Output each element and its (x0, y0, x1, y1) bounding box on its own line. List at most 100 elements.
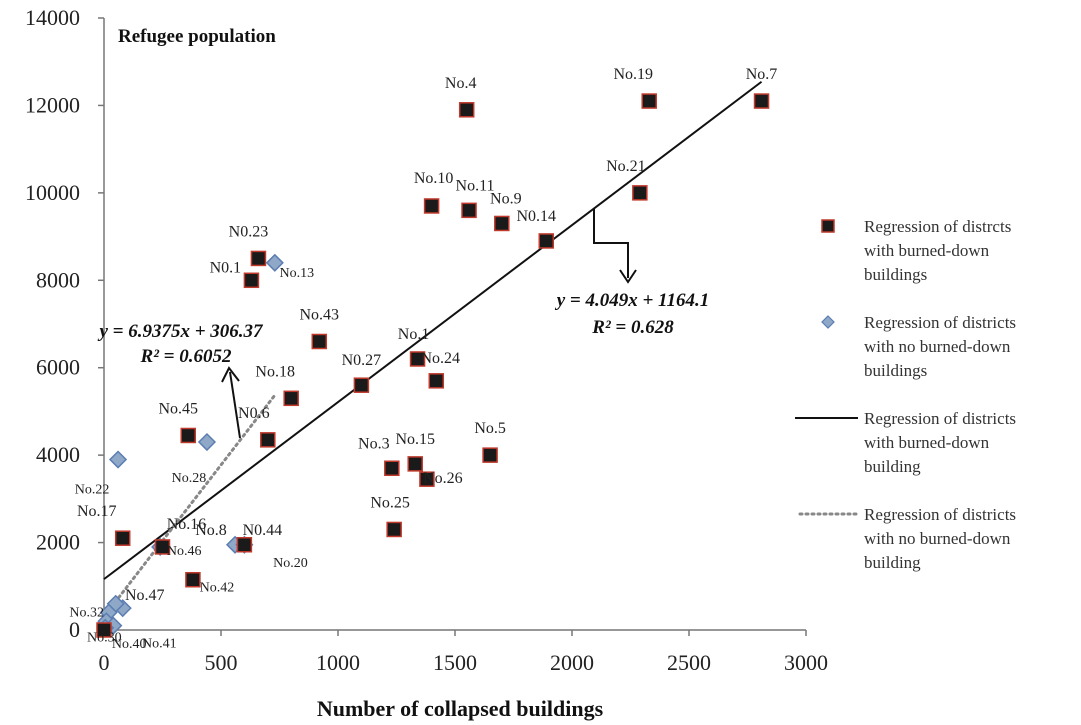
y-tick-label: 0 (69, 617, 80, 642)
point-label: No.43 (299, 306, 339, 323)
x-axis-title: Number of collapsed buildings (317, 696, 604, 721)
legend-text-line: Regression of distrcts (864, 217, 1011, 236)
square-marker (384, 460, 400, 477)
x-tick-label: 500 (205, 650, 238, 675)
square-marker (243, 272, 260, 289)
point-label: No.4 (445, 75, 477, 92)
x-tick-label: 2500 (667, 650, 711, 675)
point-label: No.28 (172, 471, 207, 486)
legend-text-line: buildings (864, 361, 927, 380)
arrow-no-burned (229, 371, 241, 439)
r2-burned: R² = 0.628 (591, 317, 674, 338)
tick-labels: 0 2000 4000 6000 8000 10000 12000 14000 0 500 1000… (25, 5, 828, 675)
square-marker (185, 571, 201, 588)
point-label: No.8 (195, 522, 227, 539)
legend-text-line: building (864, 553, 921, 572)
legend-text-line: Regression of districts (864, 313, 1016, 332)
x-tick-label: 1500 (433, 650, 477, 675)
arrow-burned (593, 208, 629, 278)
point-label: N0.1 (210, 259, 242, 276)
legend-text-line: Regression of districts (864, 409, 1016, 428)
point-label: No.46 (167, 544, 202, 559)
legend-text-line: with no burned-down (864, 337, 1011, 356)
square-marker (753, 93, 770, 109)
point-label: No.1 (398, 326, 430, 343)
point-label: N0.14 (516, 208, 556, 225)
point-label: No.11 (456, 177, 495, 194)
point-label: No.47 (125, 587, 165, 604)
y-tick-label: 8000 (36, 267, 80, 292)
point-label: N0.27 (342, 352, 382, 369)
y-axis-title: Refugee population (118, 26, 276, 47)
square-marker (96, 622, 112, 638)
y-tick-label: 10000 (25, 180, 80, 205)
point-label: N0.6 (238, 405, 270, 422)
legend-text-line: Regression of districts (864, 505, 1016, 524)
square-marker (494, 215, 510, 232)
point-label: No.30 (87, 630, 122, 645)
regression-line-burned (103, 80, 763, 580)
legend: Regression of distrcts with burned-down bu… (795, 217, 1016, 572)
x-tick-label: 2000 (550, 650, 594, 675)
legend-diamond-marker (821, 315, 835, 329)
point-label: No.15 (395, 431, 435, 448)
point-label: No.18 (255, 363, 295, 380)
square-marker (423, 198, 440, 214)
point-label: No.13 (280, 266, 315, 281)
equation-burned: y = 4.049x + 1164.1 (555, 290, 710, 311)
square-marker (283, 390, 299, 407)
diamond-marker (197, 432, 217, 452)
point-label: No.7 (746, 66, 778, 83)
square-marker (236, 537, 253, 553)
point-label: No.25 (370, 494, 410, 511)
square-marker (260, 432, 276, 448)
legend-text-line: with burned-down (864, 241, 990, 260)
diamond-marker (108, 450, 128, 469)
square-marker (180, 427, 196, 444)
square-marker (386, 521, 402, 538)
square-marker (641, 93, 657, 109)
square-marker (407, 456, 423, 472)
square-marker (409, 351, 426, 367)
square-marker (632, 185, 648, 201)
x-tick-label: 1000 (316, 650, 360, 675)
legend-text-line: buildings (864, 265, 927, 284)
point-label: No.42 (200, 581, 235, 596)
point-label: No.40 (112, 637, 147, 652)
legend-text-line: with no burned-down (864, 529, 1011, 548)
point-label: No.24 (420, 350, 460, 367)
regression-line-no-burned (102, 393, 277, 619)
point-label: N0.44 (243, 522, 283, 539)
point-label: No.19 (613, 66, 653, 83)
x-tick-label: 0 (99, 650, 110, 675)
diamond-marker (265, 253, 284, 272)
equation-no-burned: y = 6.9375x + 306.37 (97, 321, 264, 342)
point-label: No.9 (490, 190, 522, 207)
legend-text-line: building (864, 457, 921, 476)
arrowhead-burned (619, 269, 637, 284)
square-marker (419, 471, 435, 487)
point-label: No.26 (423, 470, 463, 487)
point-label: No.3 (358, 435, 390, 452)
square-marker (114, 530, 131, 546)
square-marker (428, 373, 445, 389)
y-tick-label: 2000 (36, 530, 80, 555)
square-marker (461, 202, 477, 219)
point-label: No.45 (158, 400, 198, 417)
y-tick-label: 4000 (36, 442, 80, 467)
point-label: No.5 (474, 420, 506, 437)
point-label: No.20 (273, 556, 308, 571)
point-label: No.32 (69, 606, 104, 621)
point-label: N0.23 (229, 223, 269, 240)
point-label: No.17 (77, 503, 117, 520)
square-marker (458, 102, 475, 118)
square-marker (353, 377, 370, 393)
square-marker (482, 447, 498, 463)
data-points (96, 93, 770, 638)
square-marker (538, 233, 555, 249)
point-label: No.41 (142, 637, 177, 652)
point-label: No.21 (606, 158, 646, 175)
point-label: No.10 (414, 170, 454, 187)
